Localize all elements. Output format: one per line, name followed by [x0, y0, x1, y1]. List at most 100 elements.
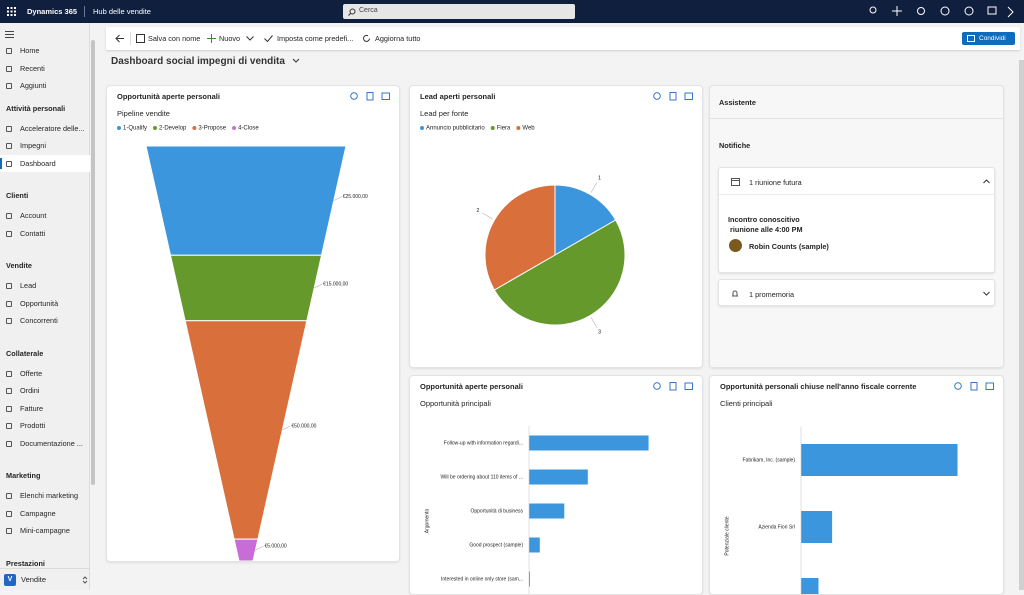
- y-tick-label: Fabrikam, Inc. (sample): [742, 457, 795, 463]
- settings-icon[interactable]: [918, 8, 925, 15]
- brand[interactable]: Dynamics 365: [27, 7, 77, 16]
- search-placeholder: Cerca: [359, 7, 378, 14]
- command-set-default[interactable]: Imposta come predefi...: [277, 34, 353, 43]
- legend-label[interactable]: 1-Qualify: [123, 126, 147, 132]
- notifications-title: Notifiche: [719, 141, 750, 150]
- nav-item[interactable]: Dashboard: [0, 155, 90, 173]
- nav-item[interactable]: Home: [0, 42, 90, 60]
- records-icon[interactable]: [670, 383, 676, 391]
- bar[interactable]: [801, 511, 832, 543]
- skype-icon[interactable]: [965, 7, 973, 15]
- contact-name[interactable]: Robin Counts (sample): [749, 242, 829, 251]
- nav-label: Impegni: [20, 141, 46, 150]
- y-tick-label: Will be ordering about 110 items of ...: [441, 474, 523, 480]
- expand-chevron[interactable]: [983, 291, 990, 296]
- bar[interactable]: [529, 538, 540, 553]
- chart-title: Opportunità personali chiuse nell'anno f…: [720, 382, 916, 391]
- expand-icon[interactable]: [382, 93, 390, 100]
- nav-icon: [6, 213, 12, 219]
- new-chevron[interactable]: [246, 36, 254, 41]
- bar[interactable]: [529, 436, 649, 451]
- chart-title: Opportunità aperte personali: [117, 92, 220, 101]
- nav-list: HomeRecentiAggiuntiAttività personaliAcc…: [0, 42, 90, 575]
- area-switcher[interactable]: V Vendite: [0, 568, 89, 590]
- area-label: Vendite: [21, 575, 46, 584]
- bar[interactable]: [529, 470, 588, 485]
- nav-icon: [6, 423, 12, 429]
- bar[interactable]: [529, 504, 564, 519]
- legend-label[interactable]: 3-Propose: [198, 126, 226, 132]
- expand-icon[interactable]: [986, 383, 994, 390]
- records-icon[interactable]: [670, 93, 676, 101]
- command-refresh-all[interactable]: Aggiorna tutto: [375, 34, 420, 43]
- legend-label[interactable]: Fiera: [497, 126, 511, 132]
- legend-label[interactable]: 4-Close: [238, 126, 259, 132]
- new-icon[interactable]: [892, 6, 902, 16]
- records-icon[interactable]: [367, 93, 373, 101]
- chart-subtitle: Pipeline vendite: [117, 109, 170, 118]
- meeting-card[interactable]: 1 riunione futura Incontro conoscitivo r…: [718, 167, 995, 273]
- bar[interactable]: [801, 578, 819, 595]
- nav-group: Attività personaliAcceleratore delle... I…: [0, 98, 90, 173]
- collapse-chevron[interactable]: [983, 179, 990, 184]
- nav-item[interactable]: Mini-campagne: [0, 522, 90, 540]
- nav-item[interactable]: Prodotti: [0, 417, 90, 435]
- nav-item[interactable]: Impegni: [0, 137, 90, 155]
- nav-item[interactable]: Concorrenti: [0, 312, 90, 330]
- app-launcher[interactable]: [7, 7, 16, 16]
- meeting-subject: Incontro conoscitivo: [728, 215, 800, 224]
- refresh-icon[interactable]: [955, 383, 962, 390]
- refresh-icon[interactable]: [654, 383, 661, 390]
- feedback-icon[interactable]: [1008, 7, 1013, 17]
- nav-item[interactable]: Opportunità: [0, 295, 90, 313]
- nav-item[interactable]: Recenti: [0, 60, 90, 78]
- legend-marker: [232, 126, 236, 130]
- nav-item[interactable]: Acceleratore delle...: [0, 120, 90, 138]
- label-connector: [482, 213, 492, 219]
- expand-icon[interactable]: [685, 383, 693, 390]
- nav-item[interactable]: Elenchi marketing: [0, 487, 90, 505]
- area-badge: V: [4, 574, 16, 586]
- chat-icon[interactable]: [988, 7, 996, 14]
- lightbulb-icon[interactable]: [870, 7, 876, 13]
- command-save-as[interactable]: Salva con nome: [148, 34, 200, 43]
- search-box[interactable]: Cerca: [343, 4, 575, 19]
- nav-item[interactable]: Contatti: [0, 225, 90, 243]
- records-icon[interactable]: [971, 383, 977, 391]
- nav-item[interactable]: Ordini: [0, 382, 90, 400]
- share-button[interactable]: Condividi: [962, 32, 1015, 45]
- legend-label[interactable]: Web: [522, 126, 535, 132]
- refresh-icon[interactable]: [351, 93, 358, 100]
- expand-icon[interactable]: [685, 93, 693, 100]
- dashboard-title[interactable]: Dashboard social impegni di vendita: [111, 56, 300, 67]
- refresh-icon[interactable]: [654, 93, 661, 100]
- back-button[interactable]: [115, 34, 125, 43]
- nav-item[interactable]: Offerte: [0, 365, 90, 383]
- legend-label[interactable]: 2-Develop: [159, 126, 187, 132]
- bar[interactable]: [801, 444, 958, 476]
- nav-item[interactable]: Lead: [0, 277, 90, 295]
- sidebar-scrollbar[interactable]: [91, 40, 95, 485]
- app-name[interactable]: Hub delle vendite: [93, 7, 151, 16]
- command-new[interactable]: Nuovo: [219, 34, 240, 43]
- reminder-card[interactable]: 1 promemoria: [718, 279, 995, 306]
- nav-label: Elenchi marketing: [20, 491, 78, 500]
- nav-item[interactable]: Aggiunti: [0, 77, 90, 95]
- nav-item[interactable]: Account: [0, 207, 90, 225]
- nav-item[interactable]: Fatture: [0, 400, 90, 418]
- nav-group-title: Attività personali: [0, 98, 90, 120]
- label-connector: [591, 182, 597, 192]
- help-icon[interactable]: [941, 7, 949, 15]
- nav-group: ClientiAccountContatti: [0, 185, 90, 242]
- nav-item[interactable]: Documentazione ...: [0, 435, 90, 453]
- nav-item[interactable]: Campagne: [0, 505, 90, 523]
- search-icon: [348, 8, 356, 16]
- chart-subtitle: Lead per fonte: [420, 109, 468, 118]
- main-scrollbar[interactable]: [1019, 60, 1024, 590]
- legend-label[interactable]: Annuncio pubblicitario: [426, 126, 485, 132]
- nav-icon: [6, 528, 12, 534]
- separator: [710, 118, 1004, 119]
- hamburger[interactable]: [5, 31, 14, 38]
